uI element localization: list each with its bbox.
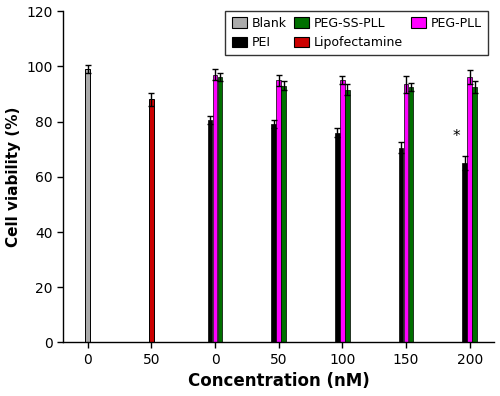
Bar <box>340 80 345 343</box>
Bar <box>212 74 218 343</box>
Y-axis label: Cell viability (%): Cell viability (%) <box>6 107 20 247</box>
X-axis label: Concentration (nM): Concentration (nM) <box>188 373 370 390</box>
Bar <box>282 86 286 343</box>
Legend: Blank, PEI, PEG-SS-PLL, Lipofectamine, PEG-PLL: Blank, PEI, PEG-SS-PLL, Lipofectamine, P… <box>226 11 488 55</box>
Bar <box>398 148 404 343</box>
Bar <box>271 124 276 343</box>
Bar <box>404 84 408 343</box>
Bar <box>408 87 414 343</box>
Bar <box>208 120 212 343</box>
Bar <box>276 80 281 343</box>
Bar <box>218 77 222 343</box>
Bar <box>462 163 467 343</box>
Bar <box>335 133 340 343</box>
Bar <box>468 77 472 343</box>
Bar <box>85 69 90 343</box>
Text: *: * <box>453 129 460 144</box>
Bar <box>345 90 350 343</box>
Bar <box>472 87 477 343</box>
Bar <box>148 99 154 343</box>
